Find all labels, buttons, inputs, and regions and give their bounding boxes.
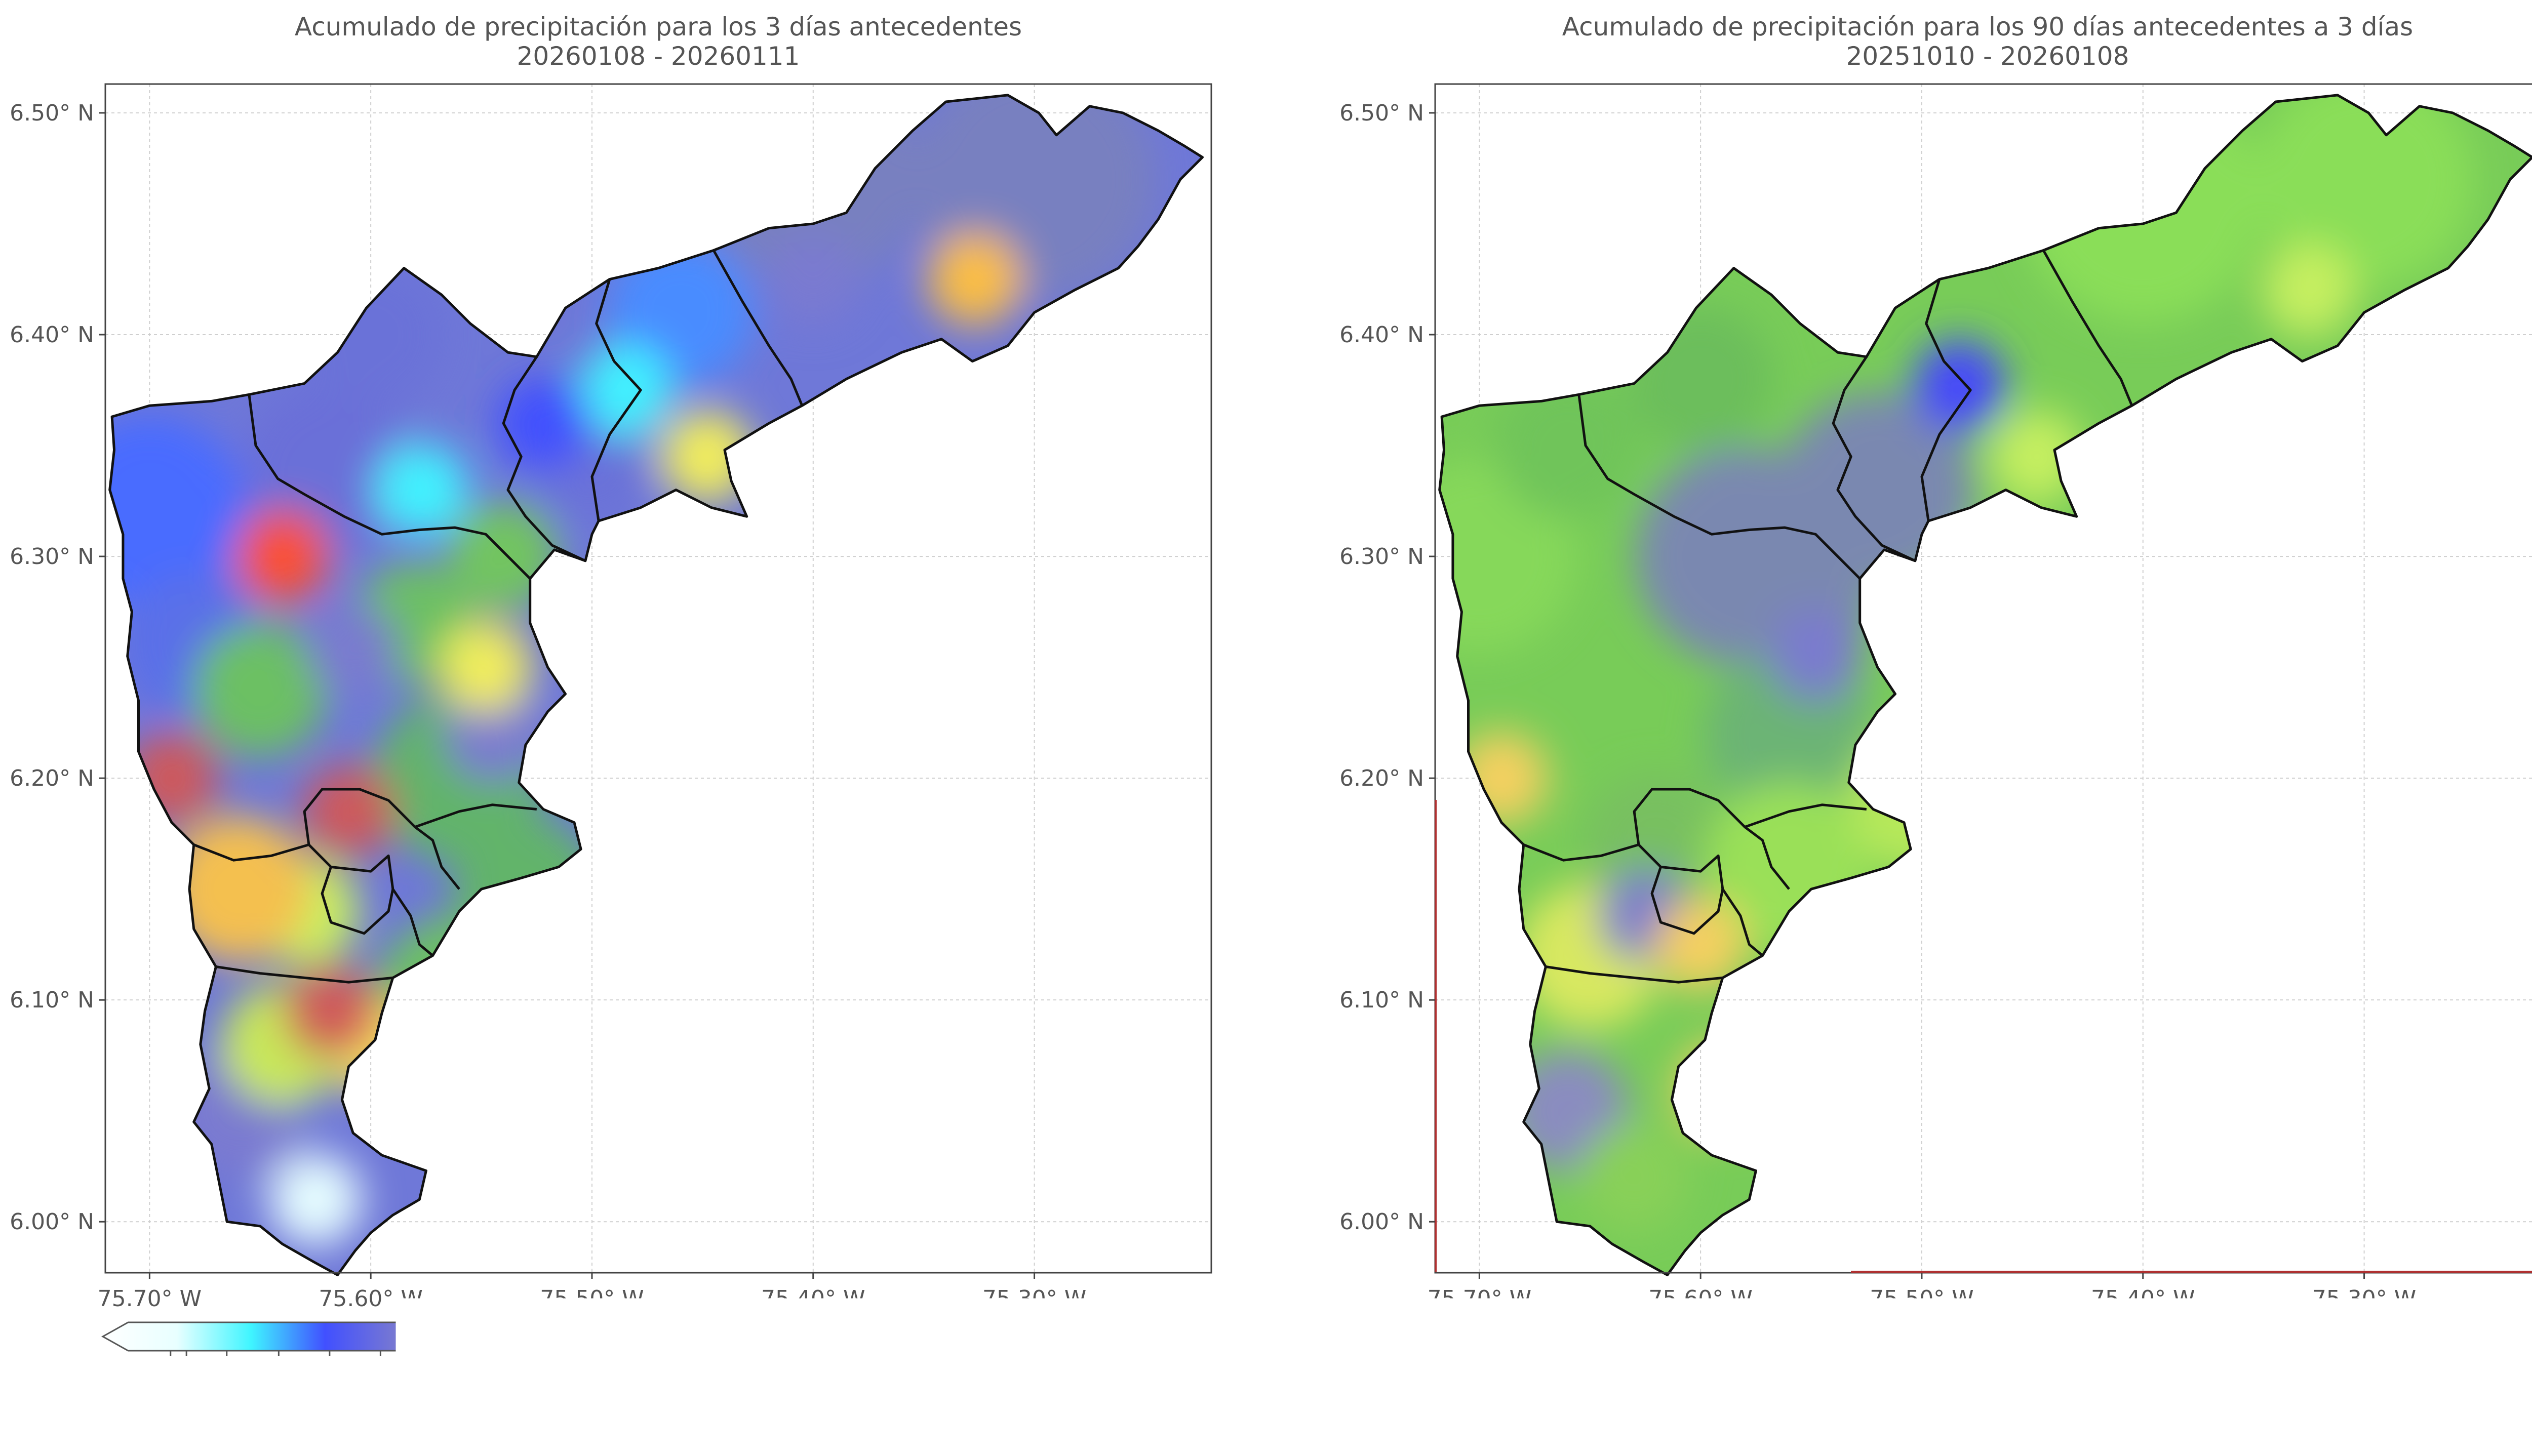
hotspot [2006,775,2103,871]
hotspot-core [288,1171,343,1227]
colorbar-tick-label: 500 [1965,1362,2011,1390]
colorbar-tick-label: 40 [571,1362,602,1390]
field-patch [1628,306,1773,452]
y-tick-label: 6.10° N [1339,987,1424,1013]
colorbar-tick-label: 400 [1859,1362,1906,1390]
panel2-colorbar-ticks: 0 100 200 300 400 500 600 700 800 900 1000 [1450,1351,2532,1390]
figure: Acumulado de precipitación para los 3 dí… [0,0,2532,1456]
hotspot-core [2027,795,2082,851]
y-tick-label: 6.00° N [10,1209,94,1235]
hotspot-core [325,622,381,677]
panel-90-day: Acumulado de precipitación para los 90 d… [1339,12,2532,1439]
y-tick-label: 6.40° N [10,322,94,348]
field-patch [1495,373,1641,518]
hotspot-core [303,983,359,1039]
panel1-x-ticks: 75.70° W 75.60° W 75.50° W 75.40° W 75.30° W [98,1273,1087,1312]
colorbar-tick-label: 300 [1753,1362,1799,1390]
x-tick-label: 75.40° W [2091,1286,2195,1312]
y-tick-label: 6.40° N [1339,322,1424,348]
x-tick-label: 75.70° W [1428,1286,1531,1312]
hotspot-core [394,462,450,518]
hotspot-core [597,362,653,418]
colorbar-tick-label: 0 [1450,1362,1466,1390]
colorbar-tick-label: 5 [219,1362,234,1390]
colorbar-tick-label: 1 [179,1362,194,1390]
colorbar-tick-label: 80 [972,1362,1003,1390]
y-tick-label: 6.20° N [1339,765,1424,791]
hotspot-core [1695,1061,1751,1116]
hotspot-core [516,395,571,451]
colorbar-tick-label: 60 [775,1362,806,1390]
hotspot-core [1474,750,1529,806]
x-tick-label: 75.70° W [98,1286,202,1312]
colorbar-tick-label: 50 [672,1362,703,1390]
y-tick-label: 6.30° N [10,544,94,570]
panel1-precip-field [52,58,1215,1296]
x-tick-label: 75.50° W [540,1286,644,1312]
panel1-title-line2: 20260108 - 20260111 [517,42,800,71]
hotspot-core [144,750,200,806]
panel2-colorbar-label: Acumulado Precipitación [mm] [1715,1398,2260,1439]
panel2-precip-field [1382,70,2532,1296]
y-tick-label: 6.50° N [1339,100,1424,126]
colorbar-tick-label: 35 [519,1362,549,1390]
hotspot-core [1788,628,1843,684]
panel1-colorbar-label: Acumulado Precipitación [mm] [386,1398,931,1439]
hotspot-core [785,251,841,307]
field-patch [449,502,558,611]
colorbar-tick-label: 15 [314,1362,345,1390]
y-tick-label: 6.00° N [1339,1209,1424,1235]
panel1-title-line1: Acumulado de precipitación para los 3 dí… [295,12,1022,42]
x-tick-label: 75.40° W [761,1286,865,1312]
colorbar-tick-label: 20 [365,1362,396,1390]
colorbar-tick-label: 10 [263,1362,294,1390]
panel1-colorbar-ticks: 0 1 5 10 15 20 25 30 35 40 50 60 80 100 [163,1351,1211,1390]
panel-3-day: Acumulado de precipitación para los 3 dí… [10,12,1215,1439]
hotspot-core [1673,917,1728,973]
hotspot-core [458,639,513,695]
hotspot-core [947,251,1003,307]
colorbar-tick-label: 700 [2177,1362,2224,1390]
panel2-x-ticks: 75.70° W 75.60° W 75.50° W 75.40° W 75.30° W [1428,1273,2417,1312]
colorbar-tick-label: 100 [1541,1362,1588,1390]
x-tick-label: 75.50° W [1870,1286,1973,1312]
panel2-title-line1: Acumulado de precipitación para los 90 d… [1562,12,2413,42]
panel1-hotspots [52,58,1156,1247]
colorbar-tick-label: 900 [2389,1362,2436,1390]
colorbar-tick-label: 200 [1647,1362,1693,1390]
y-tick-label: 6.10° N [10,987,94,1013]
colorbar-tick-label: 100 [1165,1362,1212,1390]
colorbar-tick-label: 1000 [2487,1362,2532,1390]
field-patch [1579,1123,1689,1232]
y-tick-label: 6.20° N [10,765,94,791]
panel2-colorbar: 0 100 200 300 400 500 600 700 800 900 1000 Acumula… [1433,1322,2532,1439]
colorbar-tick-label: 600 [2071,1362,2118,1390]
panel1-y-ticks: 6.50° N 6.40° N 6.30° N 6.20° N 6.10° N 6.00°… [10,100,105,1235]
panel2-title-line2: 20251010 - 20260108 [1846,42,2129,71]
colorbar-tick-label: 30 [468,1362,499,1390]
field-patch [453,816,599,962]
panel1-colorbar-bar [103,1322,1214,1351]
colorbar-tick-label: 800 [2283,1362,2329,1390]
colorbar-tick-label: 0 [163,1362,178,1390]
panel1-colorbar: 0 1 5 10 15 20 25 30 35 40 50 60 80 100 Acumulado Pre… [103,1322,1214,1439]
x-tick-label: 75.60° W [319,1286,422,1312]
panel2-colorbar-bar [1433,1322,2532,1351]
panel2-y-ticks: 6.50° N 6.40° N 6.30° N 6.20° N 6.10° N 6.00°… [1339,100,1435,1235]
x-tick-label: 75.60° W [1648,1286,1752,1312]
colorbar-tick-label: 25 [417,1362,448,1390]
x-tick-label: 75.30° W [2312,1286,2416,1312]
hotspot-core [254,529,310,584]
x-tick-label: 75.30° W [982,1286,1086,1312]
y-tick-label: 6.50° N [10,100,94,126]
hotspot-core [2281,262,2337,318]
y-tick-label: 6.30° N [1339,544,1424,570]
field-patch [1950,518,2071,639]
